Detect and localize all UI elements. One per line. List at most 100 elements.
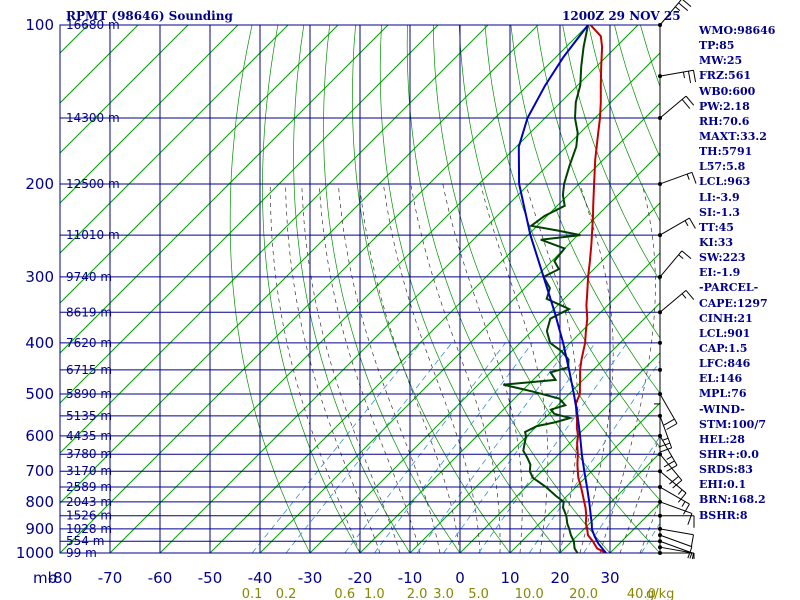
dewpoint-profile-line [503, 25, 589, 553]
sounding-index-item: TT:45 [699, 220, 734, 234]
isotherm-line [60, 25, 239, 204]
wind-barb [658, 433, 678, 472]
moist-adiabat [301, 183, 401, 553]
sounding-index-item: KI:33 [699, 235, 734, 249]
height-labels: 16680 m 14300 m 12500 m 11010 m 9740 m 8619 m… [66, 18, 120, 560]
isotherm-line [259, 152, 660, 553]
temperature-axis-labels: -80 -70 -60 -50 -40 -30 -20 -10 0 10 20 30 [48, 569, 620, 587]
pressure-grid [59, 24, 661, 554]
height-label: 12500 m [66, 177, 120, 191]
sounding-index-item: PW:2.18 [699, 99, 750, 113]
height-label: 2589 m [66, 480, 112, 494]
sounding-index-item: -PARCEL- [699, 281, 759, 295]
temperature-tick-label: -10 [398, 569, 423, 587]
wind-barb [658, 217, 696, 238]
wind-barb [658, 485, 690, 515]
sounding-index-item: CAP:1.5 [699, 341, 748, 355]
sounding-index-item: LI:-3.9 [699, 190, 740, 204]
pressure-axis-labels: 100 200 300 400 500 600 700 800 900 1000 mb [16, 16, 57, 587]
wind-barb [658, 69, 697, 84]
sounding-index-item: CAPE:1297 [699, 296, 768, 310]
sounding-index-item: LCL:963 [699, 175, 751, 189]
wind-barb [658, 469, 687, 503]
pressure-tick-label: 100 [25, 16, 54, 34]
sounding-index-item: EL:146 [699, 372, 743, 386]
height-label: 3170 m [66, 464, 112, 478]
wind-barb [654, 367, 662, 405]
wind-barb [658, 340, 662, 345]
pressure-tick-label: 500 [25, 385, 54, 403]
mixing-ratio-line [285, 342, 453, 553]
wind-barbs [654, 0, 697, 560]
wind-barb [658, 250, 692, 279]
moist-adiabat [579, 183, 614, 553]
isotherm-line [60, 25, 489, 454]
height-label: 1028 m [66, 522, 112, 536]
temperature-tick-label: -50 [198, 569, 223, 587]
moist-adiabat [639, 499, 660, 553]
isotherm-line [60, 25, 189, 154]
dry-adiabat [229, 25, 311, 553]
mixing-ratio-line [583, 435, 660, 553]
temperature-tick-label: -20 [348, 569, 373, 587]
wind-barb [658, 452, 683, 489]
isotherm-line [109, 25, 639, 553]
sounding-index-item: MPL:76 [699, 387, 747, 401]
wind-barb [658, 290, 695, 315]
temperature-profile-line [574, 25, 607, 553]
sounding-index-item: TH:5791 [699, 145, 753, 159]
sounding-index-item: EI:-1.9 [699, 266, 741, 280]
height-label: 5135 m [66, 409, 112, 423]
mixing-ratio-label: 20.0 [569, 587, 598, 600]
sounding-index-item: CINH:21 [699, 311, 753, 325]
temperature-tick-label: 10 [500, 569, 519, 587]
moist-adiabat [480, 183, 549, 553]
temperature-tick-label: -60 [148, 569, 173, 587]
wind-barb [658, 0, 692, 27]
isotherm-line [559, 452, 660, 553]
parcel-profile-line [517, 25, 607, 553]
sounding-index-item: WMO:98646 [699, 24, 776, 37]
isotherm-line [60, 25, 439, 404]
mixing-ratio-label: 0.2 [276, 587, 297, 600]
mixing-ratio-line [416, 342, 572, 553]
pressure-tick-label: 400 [25, 334, 54, 352]
moist-adiabat [285, 183, 381, 553]
isotherm-line [409, 302, 660, 553]
isotherm-line [60, 25, 389, 354]
mixing-ratio-line [251, 342, 421, 553]
dry-adiabat [352, 25, 511, 553]
dry-adiabat [293, 25, 411, 553]
sounding-index-item: SHR+:0.0 [699, 447, 759, 461]
height-label: 554 m [66, 534, 104, 548]
dry-adiabat [379, 25, 561, 553]
isotherm-line [359, 252, 660, 553]
wind-barb [658, 551, 695, 559]
mixing-ratio-unit: g/kg [646, 587, 674, 600]
sounding-index-item: L57:5.8 [699, 160, 746, 174]
wind-barb [658, 392, 678, 430]
sounding-index-item: BRN:168.2 [699, 493, 766, 507]
isotherm-line [309, 202, 660, 553]
height-label: 11010 m [66, 228, 120, 242]
isotherm-line [209, 102, 660, 553]
isotherm-line [60, 25, 589, 553]
height-label: 2043 m [66, 495, 112, 509]
mixing-ratio-label: 40.0 [627, 587, 656, 600]
height-label: 99 m [66, 546, 97, 560]
moist-adiabat [442, 183, 523, 553]
wind-barb [658, 413, 673, 453]
wind-barb [658, 533, 693, 559]
temperature-tick-label: 20 [550, 569, 569, 587]
height-label: 14300 m [66, 111, 120, 125]
temperature-tick-label: 30 [600, 569, 619, 587]
mixing-ratio-labels: 0.1 0.2 0.6 1.0 2.0 3.0 5.0 10.0 20.0 40.0g/kg [242, 587, 675, 600]
mixing-ratio-label: 5.0 [468, 587, 489, 600]
sounding-index-item: STM:100/7 [699, 417, 766, 431]
mixing-ratio-line [478, 342, 628, 553]
height-label: 9740 m [66, 270, 112, 284]
temperature-tick-label: -40 [248, 569, 273, 587]
pressure-tick-label: 200 [25, 175, 54, 193]
pressure-tick-label: 800 [25, 493, 54, 511]
dry-adiabat [262, 25, 361, 553]
